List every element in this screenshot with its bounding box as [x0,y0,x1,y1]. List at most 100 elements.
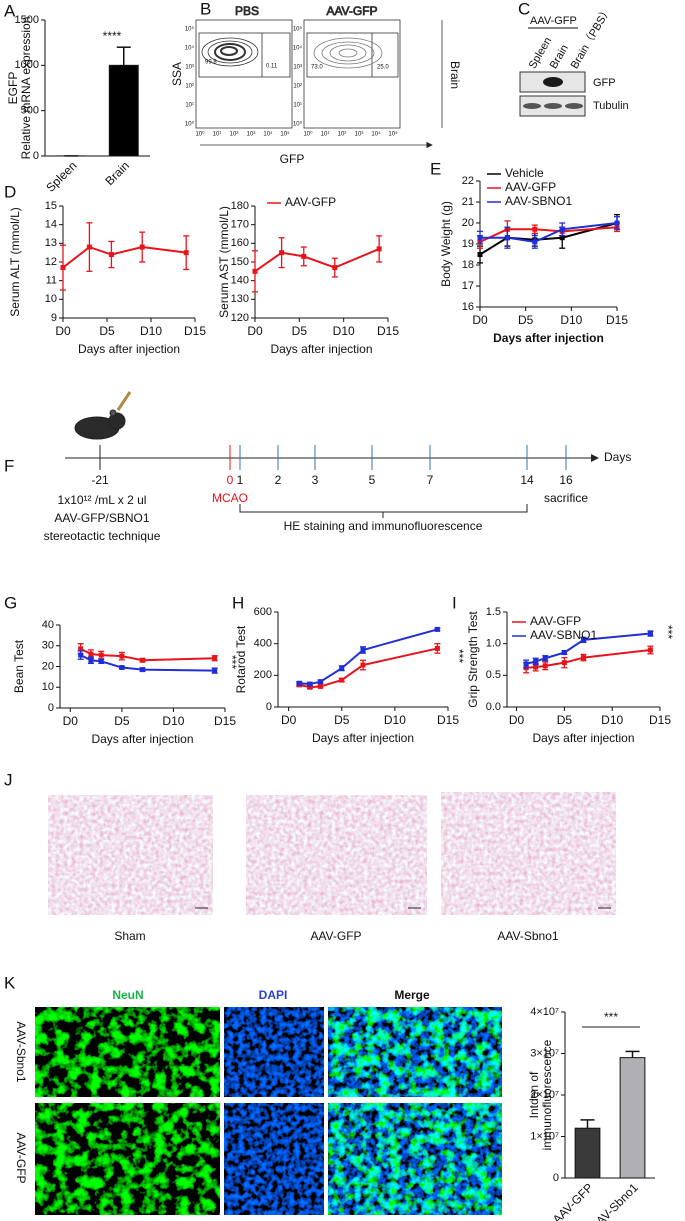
marker [561,650,567,656]
marker [559,235,565,241]
marker [78,652,84,658]
y-tick-label: 1.0 [486,638,501,650]
y-axis-label: immunofluorescence [540,1039,554,1150]
y-tick-label: 19 [462,238,474,250]
flow-title: PBS [235,4,259,18]
y-tick-label: 1000 [15,59,39,71]
marker [140,657,145,663]
x-axis-label: Days after injection [78,342,180,356]
day-label: 0 [227,473,234,487]
series-line [299,628,438,686]
y-tick-label: 400 [254,638,272,650]
y-tick-label: 0.5 [486,669,501,681]
y-tick-label: 0.0 [486,701,501,713]
span-label: HE staining and immunofluorescence [284,519,483,533]
panel-letter: I [452,593,457,612]
marker [647,631,653,637]
y-tick-label: 170 [231,219,249,231]
y-tick-label: 0 [553,1172,559,1184]
lane-label: Brain [548,43,571,71]
annotation: *** [452,649,466,663]
flow-tick-label: 10² [293,84,302,90]
marker [559,226,565,232]
flow-tick-label: 10⁴ [371,131,381,138]
y-axis-label: Serum AST (mmol/L) [217,206,231,318]
y-tick-label: 10 [42,681,54,693]
x-tick-label: D10 [162,714,184,728]
marker [376,246,382,252]
marker [108,252,114,258]
x-axis-label: Days after injection [493,331,604,345]
legend-label: Vehicle [505,166,544,180]
gate-label: 0.11 [266,64,278,70]
panel-letter: F [4,456,14,475]
y-tick-label: 180 [231,200,249,212]
x-tick-label: D15 [377,324,399,338]
marker [212,668,218,674]
marker [212,655,218,661]
day-label: -21 [91,473,109,487]
bar [574,1127,601,1179]
caption: Sham [114,929,145,943]
marker [477,252,483,257]
marker [542,663,548,669]
y-axis-label: Serum ALT (mmol/L) [8,207,22,317]
band [544,103,562,109]
channel-label: NeuN [112,988,143,1002]
y-tick-label: 160 [231,237,249,249]
event-label: MCAO [212,491,248,505]
series-line [254,248,380,273]
marker [532,239,538,245]
caption: AAV-GFP [310,929,361,943]
legend-label: AAV-SBNO1 [530,628,597,642]
legend-label: AAV-GFP [505,180,556,194]
x-tick-label: D10 [384,713,406,727]
marker [339,665,345,671]
y-tick-label: 13 [45,237,57,249]
marker [140,667,145,673]
channel-label: Merge [394,988,430,1002]
marker [301,253,307,259]
marker [139,244,145,250]
band [565,103,583,109]
bracket [239,504,528,518]
flow-plot [195,19,293,129]
flow-tick-label: 10⁰ [293,121,303,128]
dapi-image [224,1103,324,1215]
marker [252,268,258,274]
flow-tick-label: 10² [338,132,347,138]
series-line [62,245,187,269]
annotation: *** [225,655,239,669]
marker [86,244,92,250]
flow-tick-label: 10³ [355,132,364,138]
x-tick-label: D5 [292,324,308,338]
syringe [116,391,132,411]
x-tick-label: D5 [114,714,130,728]
x-tick-label: D15 [649,713,671,727]
neun-image [35,1103,220,1215]
y-tick-label: 22 [462,175,474,187]
marker [88,651,94,657]
x-tick-label: D5 [557,713,573,727]
y-tick-label: 150 [231,256,249,268]
x-tick-label: D5 [334,713,350,727]
marker [318,683,323,689]
contour [207,40,253,64]
day-label: 2 [275,473,282,487]
flow-tick-label: 10¹ [321,132,330,138]
marker [119,653,125,659]
y-tick-label: 20 [42,660,54,672]
marker [60,265,66,271]
marker [183,250,189,256]
flow-tick-label: 10⁵ [293,26,303,33]
marker [532,226,538,232]
y-tick-label: 40 [42,619,54,631]
y-tick-label: 30 [42,640,54,652]
y-tick-label: 1.5 [486,606,501,618]
day-label: 3 [312,473,319,487]
marker [307,681,313,687]
y-axis-label: Intden of [527,1071,541,1118]
bar [619,1057,646,1179]
band-label: GFP [593,77,616,89]
